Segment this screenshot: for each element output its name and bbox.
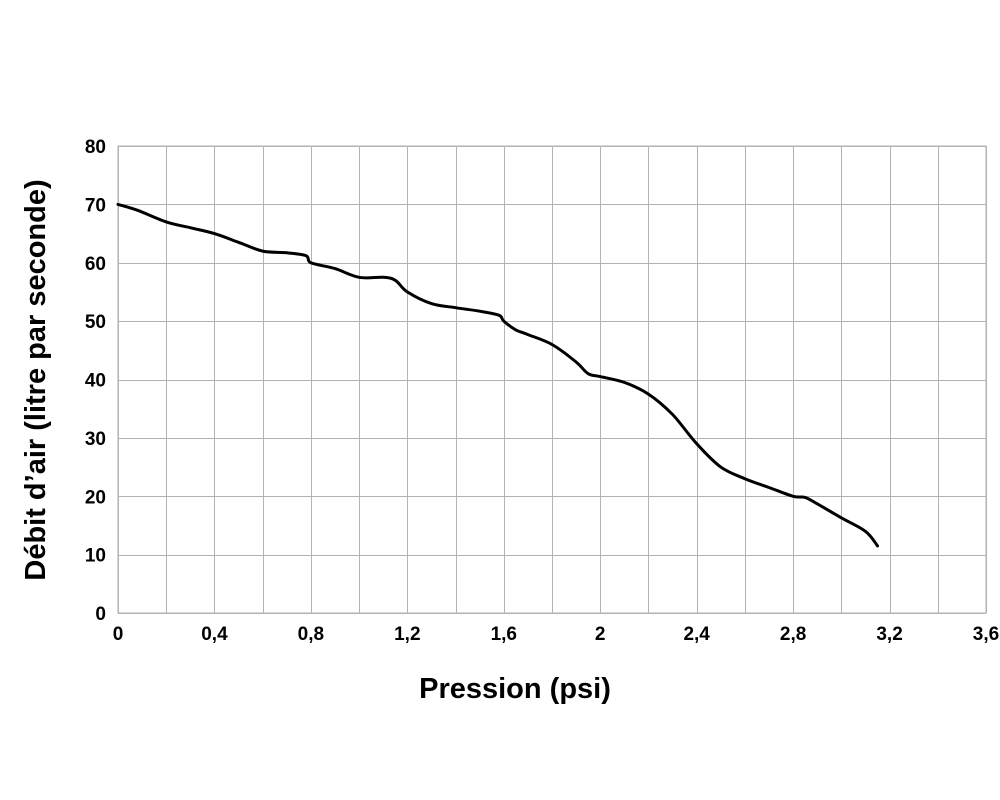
y-tick-label: 70 (85, 195, 106, 216)
x-tick-label: 2,8 (780, 624, 806, 645)
y-tick-label: 60 (85, 254, 106, 275)
y-tick-label: 0 (95, 604, 106, 625)
x-tick-label: 2 (595, 624, 606, 645)
y-tick-label: 20 (85, 487, 106, 508)
grid (118, 146, 987, 614)
series-line-0 (116, 202, 879, 548)
y-axis-tick-labels: 0 10 20 30 40 50 60 70 80 (85, 137, 106, 625)
y-axis-title: Débit d’air (litre par seconde) (20, 179, 52, 580)
x-tick-label: 1,2 (394, 624, 420, 645)
y-tick-label: 40 (85, 371, 106, 392)
y-tick-label: 50 (85, 312, 106, 333)
x-axis-title: Pression (psi) (419, 673, 611, 705)
x-tick-label: 1,6 (491, 624, 517, 645)
x-tick-label: 3,2 (876, 624, 902, 645)
y-tick-label: 80 (85, 137, 106, 158)
y-tick-label: 10 (85, 546, 106, 567)
series-group (116, 202, 879, 548)
x-tick-label: 2,4 (683, 624, 710, 645)
x-tick-label: 0 (113, 624, 124, 645)
x-tick-label: 0,4 (201, 624, 228, 645)
x-axis-tick-labels: 0 0,4 0,8 1,2 1,6 2 2,4 2,8 3,2 3,6 (113, 624, 1000, 645)
x-tick-label: 3,6 (973, 624, 999, 645)
plot-area-frame (117, 145, 987, 614)
x-tick-label: 0,8 (298, 624, 324, 645)
y-tick-label: 30 (85, 429, 106, 450)
